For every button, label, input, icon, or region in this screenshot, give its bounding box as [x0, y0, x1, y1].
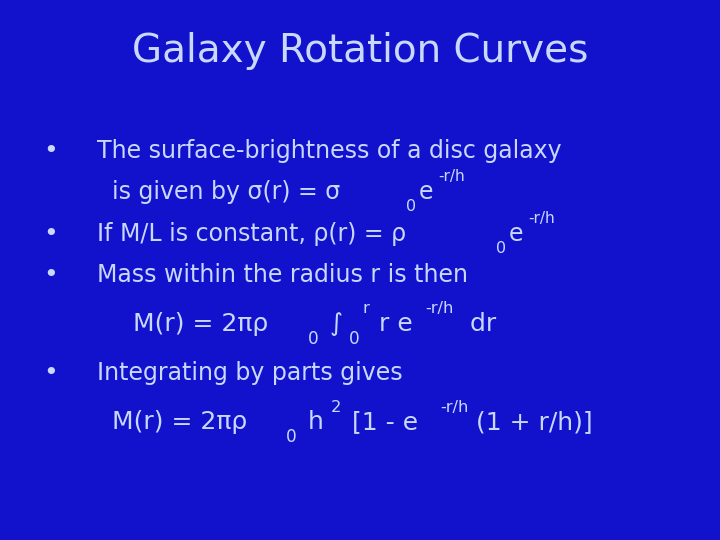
- Text: Integrating by parts gives: Integrating by parts gives: [97, 361, 402, 384]
- Text: •: •: [43, 264, 58, 287]
- Text: Mass within the radius r is then: Mass within the radius r is then: [97, 264, 468, 287]
- Text: 0: 0: [406, 199, 416, 214]
- Text: e: e: [419, 180, 433, 204]
- Text: is given by σ(r) = σ: is given by σ(r) = σ: [112, 180, 340, 204]
- Text: Galaxy Rotation Curves: Galaxy Rotation Curves: [132, 32, 588, 70]
- Text: -r/h: -r/h: [440, 400, 468, 415]
- Text: r: r: [363, 301, 369, 316]
- Text: -r/h: -r/h: [528, 211, 554, 226]
- Text: M(r) = 2πρ: M(r) = 2πρ: [133, 312, 269, 336]
- Text: The surface-brightness of a disc galaxy: The surface-brightness of a disc galaxy: [97, 139, 562, 163]
- Text: (1 + r/h)]: (1 + r/h)]: [477, 410, 593, 434]
- Text: -r/h: -r/h: [425, 301, 454, 316]
- Text: M(r) = 2πρ: M(r) = 2πρ: [112, 410, 247, 434]
- Text: 0: 0: [286, 428, 297, 447]
- Text: -r/h: -r/h: [438, 169, 464, 184]
- Text: 0: 0: [496, 241, 506, 256]
- Text: 0: 0: [307, 330, 318, 348]
- Text: •: •: [43, 222, 58, 246]
- Text: If M/L is constant, ρ(r) = ρ: If M/L is constant, ρ(r) = ρ: [97, 222, 406, 246]
- Text: •: •: [43, 361, 58, 384]
- Text: [1 - e: [1 - e: [344, 410, 418, 434]
- Text: h: h: [300, 410, 324, 434]
- Text: •: •: [43, 139, 58, 163]
- Text: 0: 0: [348, 330, 359, 348]
- Text: dr: dr: [462, 312, 496, 336]
- Text: e: e: [509, 222, 523, 246]
- Text: r e: r e: [372, 312, 413, 336]
- Text: ∫: ∫: [322, 312, 343, 336]
- Text: 2: 2: [330, 400, 341, 415]
